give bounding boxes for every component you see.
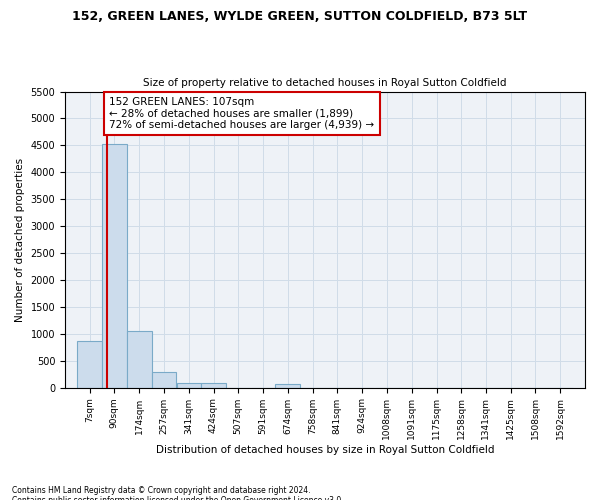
Text: Contains public sector information licensed under the Open Government Licence v3: Contains public sector information licen… [12, 496, 344, 500]
Bar [152, 372, 176, 388]
Text: Contains HM Land Registry data © Crown copyright and database right 2024.: Contains HM Land Registry data © Crown c… [12, 486, 311, 495]
Text: 152, GREEN LANES, WYLDE GREEN, SUTTON COLDFIELD, B73 5LT: 152, GREEN LANES, WYLDE GREEN, SUTTON CO… [73, 10, 527, 23]
Y-axis label: Number of detached properties: Number of detached properties [15, 158, 25, 322]
Bar [127, 331, 152, 388]
Text: 152 GREEN LANES: 107sqm
← 28% of detached houses are smaller (1,899)
72% of semi: 152 GREEN LANES: 107sqm ← 28% of detache… [109, 97, 374, 130]
Bar [201, 384, 226, 388]
Title: Size of property relative to detached houses in Royal Sutton Coldfield: Size of property relative to detached ho… [143, 78, 507, 88]
X-axis label: Distribution of detached houses by size in Royal Sutton Coldfield: Distribution of detached houses by size … [156, 445, 494, 455]
Bar [102, 144, 127, 388]
Bar [77, 341, 102, 388]
Bar [275, 384, 300, 388]
Bar [176, 384, 201, 388]
